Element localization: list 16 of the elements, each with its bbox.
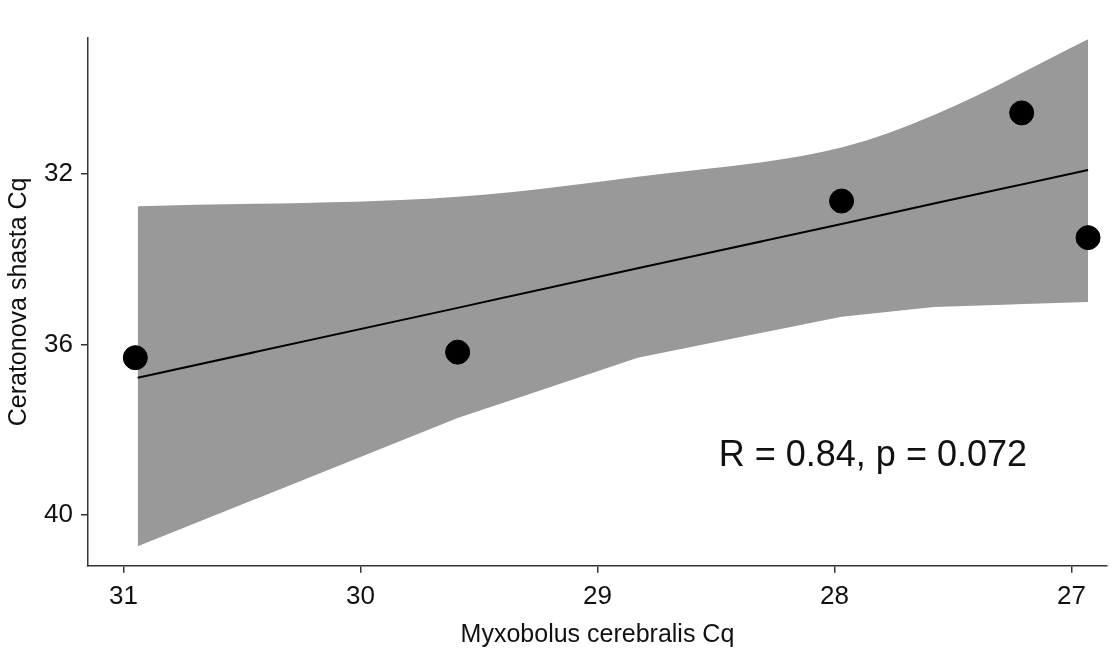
annotation: R = 0.84, p = 0.072 — [718, 432, 1027, 474]
point — [829, 188, 855, 214]
x-tick-label: 27 — [1056, 579, 1086, 610]
point — [445, 339, 471, 365]
x-tick-label: 28 — [819, 579, 849, 610]
point — [1009, 100, 1035, 126]
x-tick-label: 31 — [109, 579, 138, 610]
y-axis-title: Ceratonova shasta Cq — [2, 177, 31, 427]
y-tick-label: 40 — [44, 497, 73, 528]
x-tick-label: 30 — [346, 579, 375, 610]
y-tick-label: 36 — [44, 327, 73, 358]
x-axis-title: Myxobolus cerebralis Cq — [460, 618, 735, 647]
point — [1075, 225, 1101, 251]
x-tick-label: 29 — [583, 579, 612, 610]
point — [122, 345, 148, 371]
y-tick-label: 32 — [44, 157, 73, 188]
